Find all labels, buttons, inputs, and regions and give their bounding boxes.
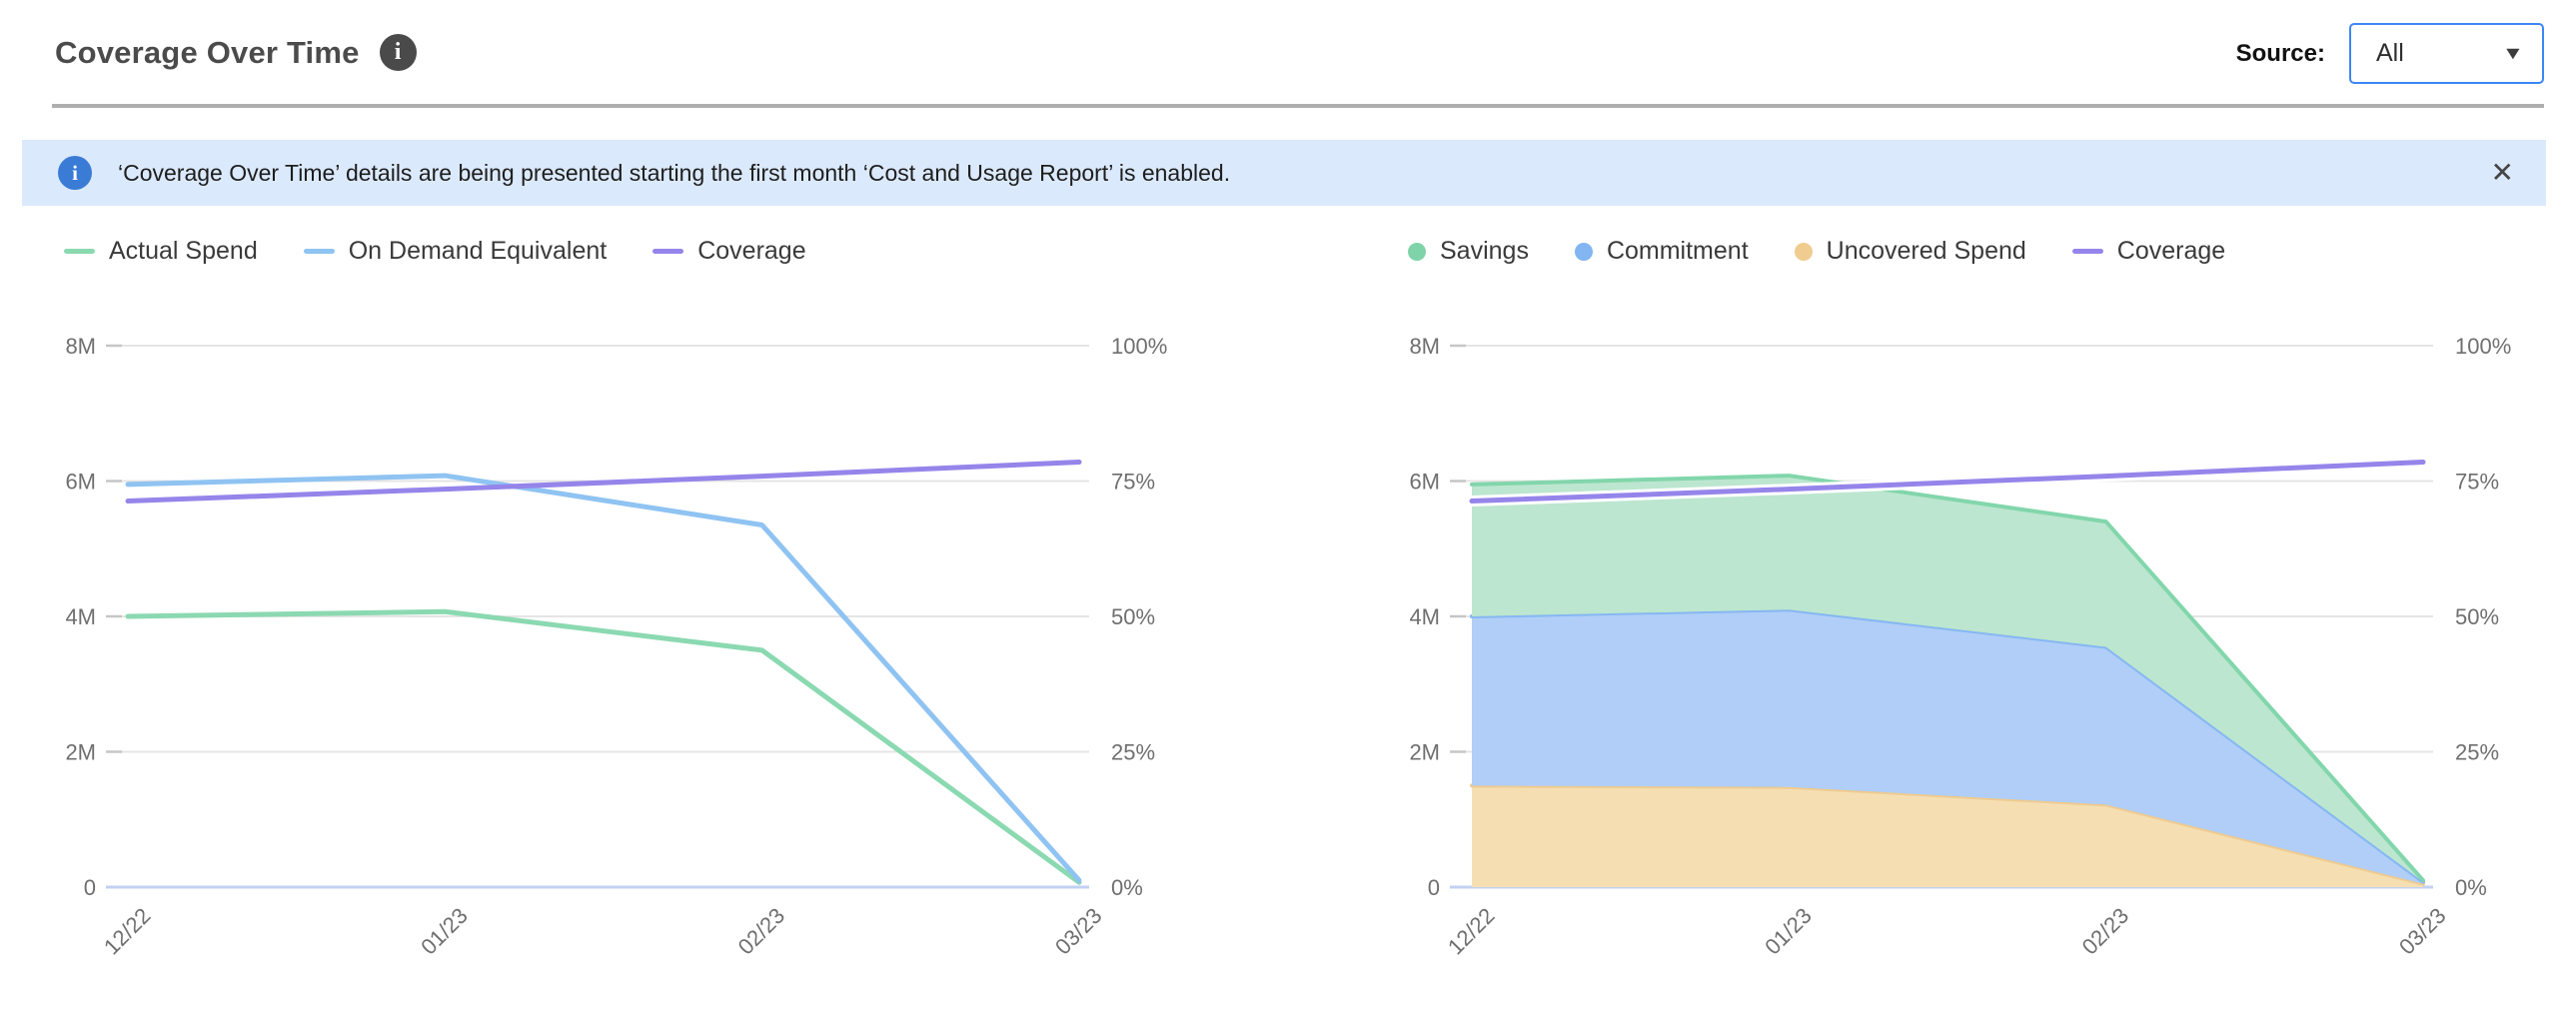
- x-tick-label: 02/23: [2077, 903, 2134, 960]
- close-banner-button[interactable]: ✕: [2485, 157, 2520, 189]
- spend-coverage-line-chart[interactable]: 8M 6M 4M 2M 0 100% 75% 50% 25% 0% 12/22 01/23 02/23 0…: [40, 233, 1199, 1015]
- source-dropdown[interactable]: All ▼: [2349, 23, 2544, 84]
- series-area-edge-uncovered-spend: [1470, 783, 2425, 886]
- series-area-uncovered-spend[interactable]: [1472, 785, 2423, 887]
- series-area-savings[interactable]: [1472, 476, 2423, 882]
- y-tick-money: 2M: [65, 740, 96, 765]
- y-tick-money: 0: [84, 875, 96, 900]
- series-area-commitment[interactable]: [1472, 609, 2423, 884]
- coverage-stacked-area-chart[interactable]: 8M 6M 4M 2M 0 100% 75% 50% 25% 0% 12/22 01/23 02/23 0…: [1384, 233, 2543, 1015]
- legend-label: Coverage: [2116, 237, 2226, 265]
- source-label: Source:: [2235, 39, 2325, 67]
- y-tick-money: 6M: [1409, 470, 1440, 495]
- line-chart-legend: Actual Spend On Demand Equivalent Coverage: [64, 237, 806, 266]
- legend-dot-swatch: [1408, 242, 1426, 261]
- legend-label: Savings: [1440, 237, 1529, 265]
- banner-info-icon-glyph: i: [72, 160, 78, 185]
- x-tick-label: 12/22: [99, 903, 156, 960]
- y-tick-percent: 0%: [2455, 875, 2487, 900]
- y-tick-money: 2M: [1409, 740, 1440, 765]
- series-line-on-demand-equivalent[interactable]: [125, 473, 1082, 883]
- banner-text: ‘Coverage Over Time’ details are being p…: [118, 159, 1231, 186]
- y-tick-percent: 25%: [1111, 740, 1155, 765]
- y-tick-percent: 50%: [1111, 604, 1155, 629]
- y-tick-money: 4M: [1409, 604, 1440, 629]
- y-tick-percent: 75%: [2455, 470, 2499, 495]
- series-area-edge-savings: [1470, 474, 2425, 883]
- y-axis-left-labels: 8M 6M 4M 2M 0: [65, 334, 96, 900]
- area-chart-legend: Savings Commitment Uncovered Spend Coverage: [1408, 237, 2225, 266]
- y-tick-percent: 100%: [2455, 334, 2511, 359]
- info-icon[interactable]: i: [379, 34, 417, 71]
- y-tick-percent: 50%: [2455, 604, 2499, 629]
- x-axis-labels: 12/22 01/23 02/23 03/23: [1443, 903, 2451, 960]
- y-tick-percent: 75%: [1111, 470, 1155, 495]
- x-tick-label: 02/23: [733, 903, 790, 960]
- source-dropdown-value: All: [2376, 39, 2404, 67]
- y-tick-percent: 25%: [2455, 740, 2499, 765]
- x-tick-label: 12/22: [1443, 903, 1500, 960]
- y-tick-money: 6M: [65, 470, 96, 495]
- info-banner: i ‘Coverage Over Time’ details are being…: [22, 140, 2546, 206]
- page-title: Coverage Over Time: [55, 34, 360, 70]
- y-axis-right-labels: 100% 75% 50% 25% 0%: [2455, 334, 2511, 900]
- legend-line-swatch: [64, 249, 95, 254]
- series-line-coverage[interactable]: [1469, 460, 2426, 505]
- legend-item-coverage[interactable]: Coverage: [2071, 237, 2226, 266]
- legend-item-actual-spend[interactable]: Actual Spend: [64, 237, 258, 266]
- legend-label: Uncovered Spend: [1826, 237, 2026, 265]
- info-icon-glyph: i: [394, 39, 402, 65]
- legend-line-swatch: [303, 249, 335, 254]
- banner-info-icon: i: [58, 156, 92, 190]
- spend-line-chart-panel: Actual Spend On Demand Equivalent Coverage…: [40, 233, 1199, 1015]
- series-line-coverage[interactable]: [125, 460, 1082, 505]
- x-axis-labels: 12/22 01/23 02/23 03/23: [99, 903, 1107, 960]
- legend-line-swatch: [652, 249, 684, 254]
- y-tick-money: 8M: [65, 334, 96, 359]
- legend-item-uncovered-spend[interactable]: Uncovered Spend: [1794, 237, 2026, 266]
- y-axis-right-labels: 100% 75% 50% 25% 0%: [1111, 334, 1167, 900]
- legend-label: Actual Spend: [109, 237, 258, 265]
- legend-item-savings[interactable]: Savings: [1408, 237, 1529, 266]
- legend-item-commitment[interactable]: Commitment: [1574, 237, 1749, 266]
- series-line-actual-spend[interactable]: [125, 608, 1082, 885]
- legend-item-on-demand-equivalent[interactable]: On Demand Equivalent: [303, 237, 608, 266]
- header-divider: [52, 104, 2544, 108]
- x-tick-label: 01/23: [416, 903, 473, 960]
- legend-dot-swatch: [1574, 242, 1593, 261]
- coverage-area-chart-panel: Savings Commitment Uncovered Spend Coverage…: [1384, 233, 2543, 1015]
- y-tick-percent: 0%: [1111, 875, 1143, 900]
- legend-item-coverage[interactable]: Coverage: [652, 237, 806, 266]
- legend-label: On Demand Equivalent: [348, 237, 608, 265]
- x-tick-label: 03/23: [2394, 903, 2451, 960]
- x-tick-label: 03/23: [1050, 903, 1107, 960]
- legend-line-swatch: [2071, 249, 2103, 254]
- source-control: Source: All ▼: [2236, 23, 2544, 84]
- legend-dot-swatch: [1794, 242, 1813, 261]
- y-axis-left-labels: 8M 6M 4M 2M 0: [1409, 334, 1440, 900]
- y-tick-money: 4M: [65, 604, 96, 629]
- y-tick-percent: 100%: [1111, 334, 1167, 359]
- chevron-down-icon: ▼: [2501, 43, 2525, 63]
- x-tick-label: 01/23: [1760, 903, 1817, 960]
- y-tick-money: 8M: [1409, 334, 1440, 359]
- y-tick-money: 0: [1428, 875, 1440, 900]
- legend-label: Commitment: [1606, 237, 1749, 265]
- legend-label: Coverage: [697, 237, 806, 265]
- header: Coverage Over Time i: [55, 34, 417, 71]
